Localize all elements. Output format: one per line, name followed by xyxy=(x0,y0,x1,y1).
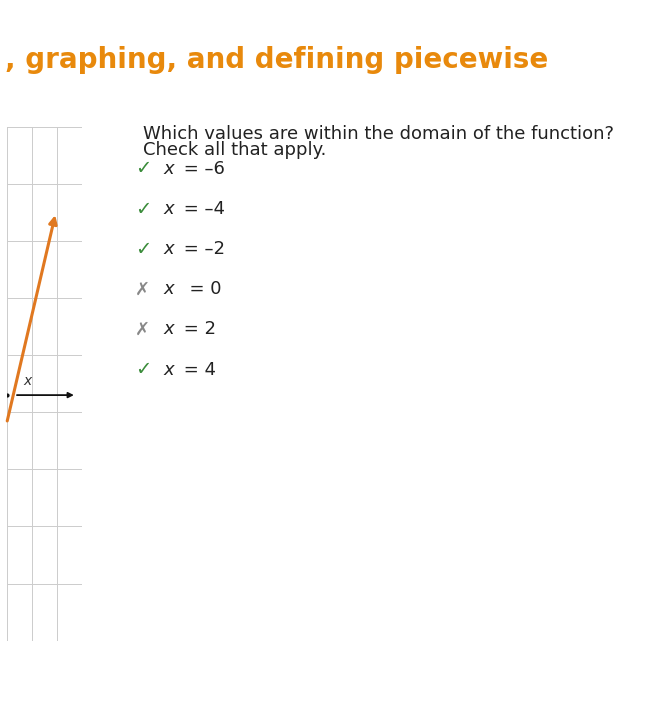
Text: x: x xyxy=(163,160,174,178)
Text: x: x xyxy=(163,320,174,339)
Text: x: x xyxy=(23,374,32,388)
Text: ✓: ✓ xyxy=(135,240,152,258)
Text: x: x xyxy=(163,240,174,258)
Text: , graphing, and defining piecewise: , graphing, and defining piecewise xyxy=(5,46,548,74)
Text: = 2: = 2 xyxy=(178,320,216,339)
Text: = 0: = 0 xyxy=(178,280,221,298)
Text: Which values are within the domain of the function?: Which values are within the domain of th… xyxy=(143,125,614,144)
Text: x: x xyxy=(163,280,174,298)
Text: ✗: ✗ xyxy=(135,320,150,339)
Text: = 4: = 4 xyxy=(178,360,216,379)
Text: ✗: ✗ xyxy=(135,280,150,298)
Text: Check all that apply.: Check all that apply. xyxy=(143,141,326,159)
Text: ✓: ✓ xyxy=(135,200,152,218)
Text: = –2: = –2 xyxy=(178,240,225,258)
Text: ✓: ✓ xyxy=(135,360,152,379)
Text: ✓: ✓ xyxy=(135,160,152,178)
Text: x: x xyxy=(163,200,174,218)
Text: = –6: = –6 xyxy=(178,160,225,178)
Text: x: x xyxy=(163,360,174,379)
Text: = –4: = –4 xyxy=(178,200,225,218)
